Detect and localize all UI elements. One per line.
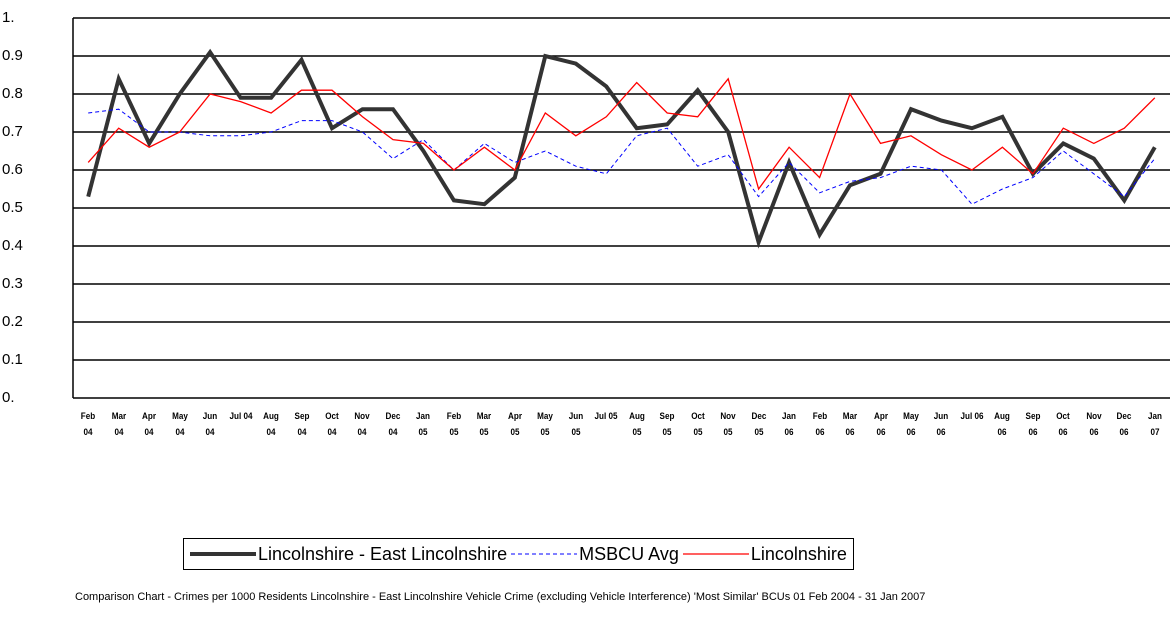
y-tick-label: 0.3 (2, 275, 23, 292)
x-tick-label: Jun 06 (934, 411, 949, 437)
legend-swatch (190, 552, 256, 556)
x-tick-label: Oct 06 (1056, 411, 1071, 437)
legend-label: MSBCU Avg (579, 543, 679, 564)
x-tick-label: Feb 05 (446, 411, 462, 437)
x-tick-label: Feb 04 (81, 411, 96, 437)
x-tick-label: Mar 04 (111, 411, 126, 437)
series-line (88, 108, 1156, 205)
legend: Lincolnshire - East Lincolnshire MSBCU Av… (183, 538, 854, 570)
y-tick-label: 0.2 (2, 313, 23, 330)
legend-swatch (682, 553, 749, 555)
legend-item: Lincolnshire (681, 544, 847, 565)
x-tick-label: Dec 05 (751, 411, 767, 437)
x-tick-label: Jul 06 (960, 411, 984, 421)
x-tick-label: Oct 04 (325, 411, 339, 437)
y-tick-label: 0.9 (2, 47, 23, 64)
series-line (87, 77, 1156, 191)
y-tick-label: 0. (2, 389, 15, 406)
x-tick-label: Aug 05 (628, 411, 645, 437)
series-line (86, 48, 1157, 249)
x-tick-label: Sep 05 (659, 411, 675, 437)
x-tick-label: Nov 05 (720, 411, 736, 437)
x-tick-label: Jan 07 (1147, 411, 1162, 437)
y-tick-label: 1. (2, 9, 15, 26)
y-tick-label: 0.4 (2, 237, 23, 254)
x-tick-label: May 05 (537, 411, 554, 437)
y-tick-label: 0.1 (2, 351, 23, 368)
legend-label: Lincolnshire - East Lincolnshire (258, 543, 508, 564)
x-tick-label: Sep 04 (294, 411, 309, 437)
y-tick-label: 0.7 (2, 123, 23, 140)
x-tick-label: Nov 04 (354, 411, 371, 437)
x-tick-label: Aug 04 (263, 411, 279, 437)
x-tick-label: Feb 06 (812, 411, 827, 437)
legend-label: Lincolnshire (750, 543, 847, 564)
x-tick-label: Apr 05 (507, 411, 522, 437)
x-tick-label: May 06 (903, 411, 919, 437)
legend-swatch (511, 553, 578, 555)
x-tick-label: Dec 06 (1116, 411, 1132, 437)
x-tick-label: Apr 06 (873, 411, 888, 437)
x-tick-label: Sep 06 (1025, 411, 1041, 437)
x-tick-label: Oct 05 (690, 411, 705, 437)
x-tick-label: Jan 06 (782, 411, 797, 437)
x-tick-label: Mar 06 (842, 411, 858, 437)
x-tick-label: Jun 04 (202, 411, 218, 437)
legend-item: Lincolnshire - East Lincolnshire (188, 544, 507, 565)
x-tick-label: Jan 05 (416, 411, 431, 437)
legend-item: MSBCU Avg (509, 544, 679, 565)
x-tick-label: Jul 04 (229, 411, 253, 421)
footnote: Comparison Chart - Crimes per 1000 Resid… (75, 591, 926, 603)
y-tick-label: 0.5 (2, 199, 23, 216)
x-tick-label: Jun 05 (568, 411, 583, 437)
x-tick-label: Mar 05 (477, 411, 492, 437)
x-tick-label: Jul 05 (594, 411, 618, 421)
x-tick-label: Aug 06 (994, 411, 1011, 437)
x-tick-label: May 04 (171, 411, 188, 437)
x-tick-label: Nov 06 (1086, 411, 1102, 437)
x-tick-label: Apr 04 (142, 411, 157, 437)
x-tick-label: Dec 04 (385, 411, 401, 437)
y-tick-label: 0.8 (2, 85, 23, 102)
y-tick-label: 0.6 (2, 161, 23, 178)
